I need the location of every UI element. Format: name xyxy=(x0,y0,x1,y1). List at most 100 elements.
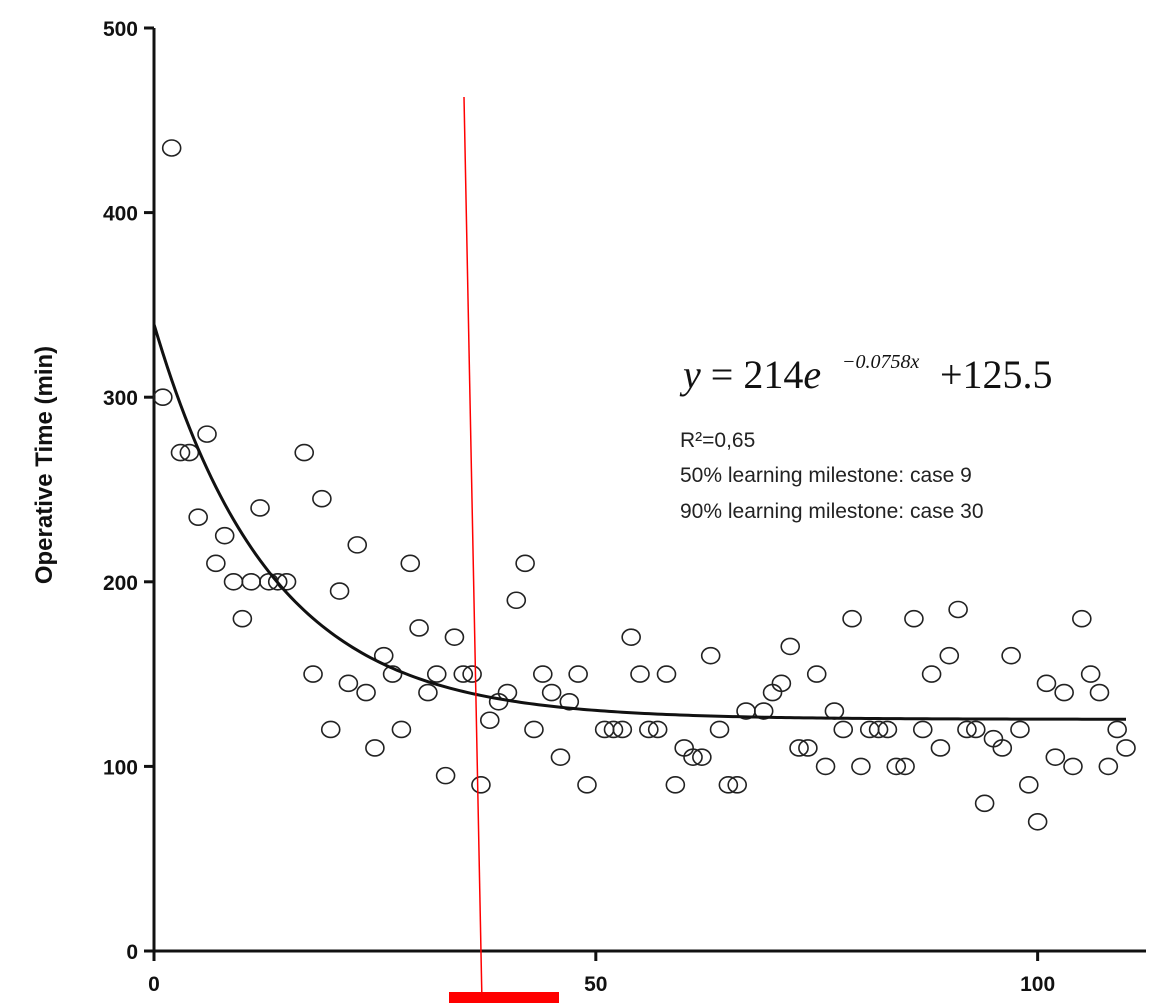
data-point xyxy=(1116,739,1136,757)
data-point xyxy=(232,609,253,628)
data-point xyxy=(683,748,703,766)
fit-equation-exponent: −0.0758x xyxy=(842,351,919,373)
data-point xyxy=(815,757,836,776)
data-point xyxy=(718,776,739,794)
red-overlay-line xyxy=(463,96,483,1003)
y-tick-label: 100 xyxy=(103,756,138,779)
data-point xyxy=(462,665,482,683)
data-point xyxy=(806,665,827,683)
data-point xyxy=(206,554,226,573)
data-point xyxy=(356,683,376,702)
r-squared-label: R²=0,65 xyxy=(680,429,755,452)
data-point xyxy=(479,711,500,730)
data-point xyxy=(1107,720,1127,739)
fit-equation-constant: +125.5 xyxy=(940,352,1053,397)
data-point xyxy=(214,526,235,545)
data-point xyxy=(365,739,385,757)
data-point xyxy=(426,665,447,683)
x-tick-label: 0 xyxy=(148,973,160,996)
data-point xyxy=(471,776,491,794)
data-point xyxy=(391,720,412,739)
data-point xyxy=(603,720,624,739)
data-point xyxy=(338,674,359,693)
data-point xyxy=(1072,609,1092,628)
data-point xyxy=(329,582,350,600)
data-point xyxy=(727,776,748,794)
data-point xyxy=(1010,720,1030,739)
milestone-50-label: 50% learning milestone: case 9 xyxy=(680,464,972,487)
y-tick-label: 500 xyxy=(103,18,138,41)
x-tick-label: 100 xyxy=(1020,973,1055,996)
data-point xyxy=(382,665,403,683)
data-point xyxy=(1027,812,1048,831)
data-point xyxy=(153,388,173,407)
data-point xyxy=(418,683,438,702)
y-axis-title: Operative Time (min) xyxy=(31,346,58,584)
data-point xyxy=(656,665,677,683)
data-point xyxy=(559,692,580,711)
data-point xyxy=(753,702,774,720)
fit-equation: y = 214e xyxy=(679,352,821,397)
data-point xyxy=(223,572,244,591)
data-point xyxy=(974,794,995,813)
data-point xyxy=(895,757,915,776)
data-point xyxy=(532,665,553,683)
data-point xyxy=(692,748,712,766)
data-point xyxy=(789,739,809,757)
data-point xyxy=(904,609,924,628)
data-point xyxy=(965,720,986,739)
y-tick-label: 400 xyxy=(103,203,138,226)
data-point xyxy=(842,609,862,628)
red-overlay-marker xyxy=(449,992,559,1003)
data-point xyxy=(320,720,341,739)
data-point xyxy=(630,665,650,683)
data-point xyxy=(1045,748,1066,766)
data-point xyxy=(833,720,854,739)
data-point xyxy=(948,600,968,619)
data-point xyxy=(347,536,368,554)
data-point xyxy=(400,554,421,573)
data-point xyxy=(992,739,1013,757)
data-point xyxy=(577,776,597,794)
data-point xyxy=(541,683,562,702)
data-point xyxy=(267,572,288,591)
annotations: y = 214e −0.0758x +125.5 R²=0,65 50% lea… xyxy=(679,351,1053,523)
data-point xyxy=(912,720,933,739)
data-point xyxy=(780,637,801,656)
data-point xyxy=(409,619,429,637)
data-point xyxy=(612,720,633,739)
milestone-90-label: 90% learning milestone: case 30 xyxy=(680,500,984,523)
data-point xyxy=(798,739,818,757)
data-point xyxy=(170,443,191,462)
data-point xyxy=(1019,776,1039,794)
axes: 0 100 200 300 400 500 0 50 100 xyxy=(103,18,1146,996)
data-point xyxy=(639,720,659,739)
data-point xyxy=(1089,683,1110,702)
data-point xyxy=(771,674,792,693)
data-point xyxy=(647,720,668,739)
data-point xyxy=(435,766,456,785)
data-points xyxy=(153,139,1136,831)
y-tick-label: 200 xyxy=(103,572,138,595)
data-point xyxy=(1036,674,1057,693)
data-point xyxy=(161,139,182,157)
data-point xyxy=(851,757,871,776)
data-point xyxy=(1001,646,1021,665)
data-point xyxy=(921,665,942,683)
data-point xyxy=(868,720,889,739)
data-point xyxy=(665,776,686,794)
data-point xyxy=(1098,757,1119,776)
y-tick-label: 300 xyxy=(103,387,138,410)
data-point xyxy=(1063,757,1083,776)
data-point xyxy=(241,572,261,591)
x-tick-label: 50 xyxy=(584,973,607,996)
data-point xyxy=(524,720,544,739)
data-point xyxy=(939,646,960,665)
data-point xyxy=(886,757,907,776)
data-point xyxy=(444,628,465,646)
data-point xyxy=(957,720,977,739)
data-point xyxy=(312,489,332,508)
y-tick-label: 0 xyxy=(126,941,138,964)
data-point xyxy=(877,720,898,739)
